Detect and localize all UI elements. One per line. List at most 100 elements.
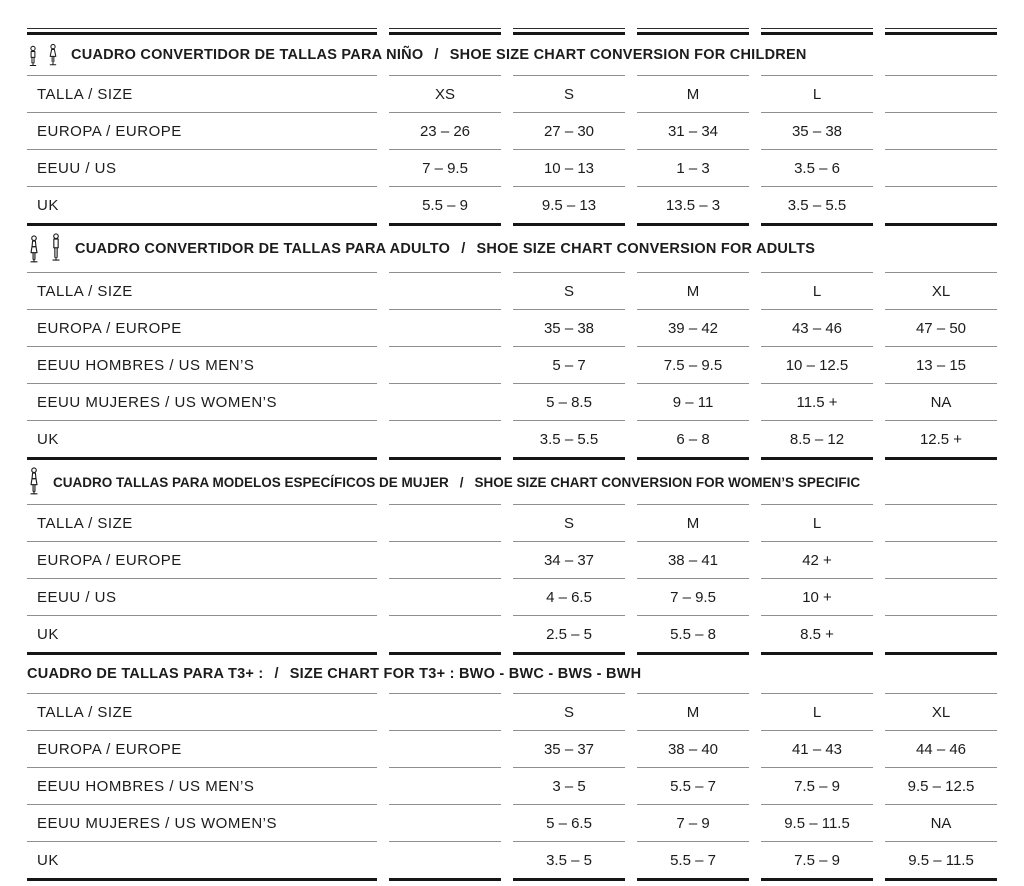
size-value-cell: 9 – 11	[637, 383, 749, 420]
section-header: CUADRO CONVERTIDOR DE TALLAS PARA NIÑO / S…	[27, 35, 997, 75]
row-label: UK	[27, 186, 377, 223]
size-value-cell	[389, 309, 501, 346]
size-value-cell	[389, 804, 501, 841]
size-value-cell: 10 – 12.5	[761, 346, 873, 383]
size-value-cell: S	[513, 75, 625, 112]
size-value-cell: 3 – 5	[513, 767, 625, 804]
size-value-cell	[389, 767, 501, 804]
size-value-cell: L	[761, 75, 873, 112]
row-label: UK	[27, 420, 377, 457]
size-value-cell: 31 – 34	[637, 112, 749, 149]
separator-segment	[389, 652, 501, 655]
size-value-cell	[885, 75, 997, 112]
size-value-cell: NA	[885, 804, 997, 841]
separator-segment	[513, 878, 625, 881]
section-header-cell: CUADRO DE TALLAS PARA T3+ : / SIZE CHART F…	[27, 655, 997, 693]
separator-segment	[885, 457, 997, 460]
row-label: EUROPA / EUROPE	[27, 309, 377, 346]
separator-segment	[637, 457, 749, 460]
table-row: UK 3.5 – 5.5 6 – 8 8.5 – 12 12.5 +	[27, 420, 997, 457]
separator-segment	[27, 652, 377, 655]
section-title-es: CUADRO CONVERTIDOR DE TALLAS PARA NIÑO	[71, 47, 424, 63]
size-value-cell	[389, 730, 501, 767]
separator-segment	[637, 652, 749, 655]
size-table-children: CUADRO CONVERTIDOR DE TALLAS PARA NIÑO / S…	[15, 28, 1009, 223]
girl-child-icon	[49, 43, 57, 65]
size-value-cell: M	[637, 75, 749, 112]
size-value-cell: L	[761, 272, 873, 309]
row-label: EEUU / US	[27, 149, 377, 186]
section-title-es: CUADRO CONVERTIDOR DE TALLAS PARA ADULTO	[75, 241, 451, 257]
size-value-cell: 35 – 38	[761, 112, 873, 149]
size-value-cell: 7.5 – 9.5	[637, 346, 749, 383]
size-value-cell	[389, 615, 501, 652]
row-label: EUROPA / EUROPE	[27, 541, 377, 578]
size-value-cell: 3.5 – 5.5	[513, 420, 625, 457]
size-value-cell: 1 – 3	[637, 149, 749, 186]
separator-segment	[885, 28, 997, 35]
separator-segment	[885, 223, 997, 226]
table-row: UK 5.5 – 9 9.5 – 13 13.5 – 3 3.5 – 5.5	[27, 186, 997, 223]
separator-segment	[513, 223, 625, 226]
women-icons	[27, 467, 41, 497]
adults-icons	[27, 233, 63, 265]
row-label: TALLA / SIZE	[27, 272, 377, 309]
section-title-en: SHOE SIZE CHART CONVERSION FOR CHILDREN	[449, 47, 807, 63]
table-row: EEUU MUJERES / US WOMEN’S 5 – 6.5 7 – 9 9.5…	[27, 804, 997, 841]
row-label: TALLA / SIZE	[27, 693, 377, 730]
size-value-cell: 8.5 +	[761, 615, 873, 652]
size-value-cell: 5.5 – 7	[637, 767, 749, 804]
title-slash: /	[459, 474, 464, 490]
size-value-cell: 5.5 – 9	[389, 186, 501, 223]
table-row: TALLA / SIZE S M L XL	[27, 693, 997, 730]
title-slash: /	[434, 47, 439, 63]
separator-segment	[389, 878, 501, 881]
size-value-cell	[389, 383, 501, 420]
section-header-cell: CUADRO CONVERTIDOR DE TALLAS PARA NIÑO / S…	[27, 35, 997, 75]
size-table-women-specific: CUADRO TALLAS PARA MODELOS ESPECÍFICOS D…	[15, 457, 1009, 652]
size-table-t3-plus: CUADRO DE TALLAS PARA T3+ : / SIZE CHART F…	[15, 652, 1009, 881]
table-row: TALLA / SIZE XS S M L	[27, 75, 997, 112]
separator-segment	[637, 878, 749, 881]
size-value-cell: 3.5 – 5.5	[761, 186, 873, 223]
size-value-cell	[885, 578, 997, 615]
section-header: CUADRO TALLAS PARA MODELOS ESPECÍFICOS D…	[27, 460, 997, 504]
separator-segment	[761, 652, 873, 655]
size-value-cell: 3.5 – 6	[761, 149, 873, 186]
size-value-cell: 7 – 9.5	[389, 149, 501, 186]
row-label: EEUU MUJERES / US WOMEN’S	[27, 804, 377, 841]
size-value-cell	[389, 504, 501, 541]
size-value-cell: 38 – 40	[637, 730, 749, 767]
table-row: EUROPA / EUROPE 23 – 26 27 – 30 31 – 34 35 –…	[27, 112, 997, 149]
woman-adult-icon	[30, 467, 38, 495]
table-row: EUROPA / EUROPE 34 – 37 38 – 41 42 +	[27, 541, 997, 578]
separator-segment	[389, 223, 501, 226]
section-title-es: CUADRO TALLAS PARA MODELOS ESPECÍFICOS D…	[53, 474, 449, 490]
size-value-cell: S	[513, 693, 625, 730]
row-label: EEUU / US	[27, 578, 377, 615]
bottom-rule	[27, 878, 997, 881]
table-row: EUROPA / EUROPE 35 – 38 39 – 42 43 – 46 47 –…	[27, 309, 997, 346]
size-value-cell	[389, 541, 501, 578]
section-separator	[27, 223, 997, 226]
size-value-cell	[389, 420, 501, 457]
size-value-cell: NA	[885, 383, 997, 420]
section-separator	[27, 457, 997, 460]
row-label: UK	[27, 841, 377, 878]
size-value-cell: L	[761, 504, 873, 541]
woman-adult-icon	[30, 235, 38, 263]
table-row: EEUU HOMBRES / US MEN’S 3 – 5 5.5 – 7 7.5 –…	[27, 767, 997, 804]
table-row: TALLA / SIZE S M L XL	[27, 272, 997, 309]
separator-segment	[27, 223, 377, 226]
size-value-cell: 7.5 – 9	[761, 841, 873, 878]
size-value-cell	[885, 615, 997, 652]
size-value-cell: 4 – 6.5	[513, 578, 625, 615]
size-value-cell: 9.5 – 13	[513, 186, 625, 223]
separator-segment	[389, 457, 501, 460]
separator-segment	[761, 878, 873, 881]
size-value-cell: M	[637, 504, 749, 541]
section-title-en: SHOE SIZE CHART CONVERSION FOR ADULTS	[476, 241, 816, 257]
size-value-cell: 12.5 +	[885, 420, 997, 457]
separator-segment	[637, 223, 749, 226]
